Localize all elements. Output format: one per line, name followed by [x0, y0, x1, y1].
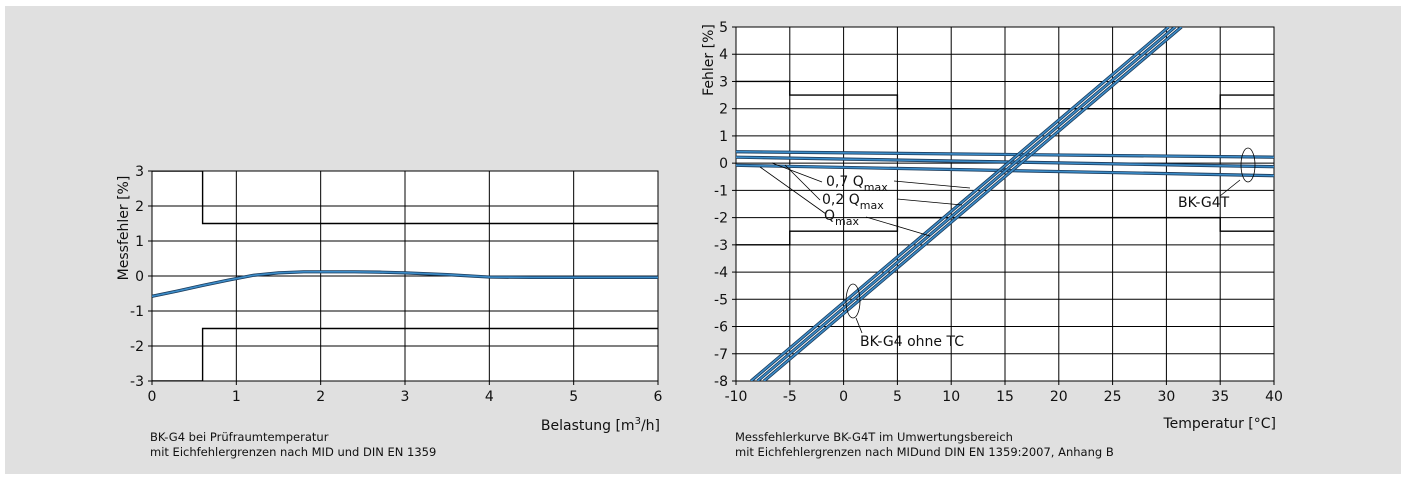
caption-right: Messfehlerkurve BK-G4T im Umwertungsbere… [735, 430, 1114, 460]
y-tick-label: 0 [719, 156, 728, 172]
series-line [757, 27, 1176, 381]
caption-line: mit Eichfehlergrenzen nach MID und DIN E… [150, 445, 437, 459]
leader-line [1219, 179, 1241, 197]
leader-line [759, 166, 827, 215]
caption-line: mit Eichfehlergrenzen nach MIDund DIN EN… [735, 445, 1114, 459]
y-tick-label: -3 [714, 238, 728, 254]
y-tick-label: 4 [719, 47, 728, 63]
leader-line [893, 180, 971, 189]
y-tick-label: -3 [130, 374, 144, 390]
x-tick-label: 5 [893, 389, 902, 405]
plot-border [735, 26, 1275, 382]
series-line [750, 27, 1170, 381]
y-tick-label: 5 [719, 20, 728, 36]
x-tick-label: -10 [725, 389, 748, 405]
annotation-07-qmax: 0,7 Qmax [826, 174, 888, 194]
y-tick-label: -8 [714, 374, 728, 390]
y-tick-label: 3 [135, 164, 144, 180]
y-tick-label: -1 [714, 183, 728, 199]
x-axis-label: Belastung [m3/h] [541, 416, 660, 434]
x-tick-label: 10 [942, 389, 960, 405]
x-axis-label-sup: 3 [635, 416, 641, 427]
annotation-bk-g4-ohne-tc: BK-G4 ohne TC [860, 334, 964, 350]
series-line [736, 156, 1274, 168]
y-axis-label: Messfehler [%] [116, 176, 132, 281]
x-tick-label: 4 [485, 389, 494, 405]
annotation-02-qmax: 0,2 Qmax [822, 192, 884, 212]
x-tick-label: 35 [1211, 389, 1229, 405]
limit-line [736, 80, 1274, 110]
y-tick-label: 2 [719, 102, 728, 118]
caption-left: BK-G4 bei Prüfraumtemperatur mit Eichfeh… [150, 430, 436, 460]
x-axis-label-tail: /h] [641, 418, 660, 434]
leader-line [855, 317, 863, 334]
x-tick-label: 6 [654, 389, 663, 405]
annotation-leaders [759, 147, 1256, 334]
y-tick-label: -1 [130, 304, 144, 320]
x-tick-label: 25 [1104, 389, 1122, 405]
x-tick-label: 30 [1157, 389, 1175, 405]
x-tick-label: 3 [401, 389, 410, 405]
x-tick-label: -5 [783, 389, 797, 405]
leader-line [865, 216, 931, 237]
y-tick-label: -2 [130, 339, 144, 355]
y-tick-label: -2 [714, 211, 728, 227]
y-tick-label: -6 [714, 320, 728, 336]
annotation-qmax: Qmax [824, 208, 859, 228]
x-axis-label: Temperatur [°C] [1162, 416, 1276, 432]
bk-g4t-group-ellipse [1240, 147, 1256, 183]
x-tick-label: 0 [148, 389, 157, 405]
x-tick-label: 2 [316, 389, 325, 405]
y-tick-label: 3 [719, 74, 728, 90]
limit-line [736, 216, 1274, 246]
series-line [763, 27, 1182, 381]
leader-line [771, 162, 823, 183]
y-tick-label: 1 [135, 234, 144, 250]
x-tick-label: 1 [232, 389, 241, 405]
leader-line [896, 198, 963, 206]
bk-g4-group-ellipse [845, 283, 861, 319]
y-tick-label: 2 [135, 199, 144, 215]
annotation-bk-g4t: BK-G4T [1178, 195, 1230, 211]
limit-line [152, 327, 658, 381]
x-tick-label: 20 [1050, 389, 1068, 405]
series-line [152, 270, 658, 298]
x-tick-label: 0 [839, 389, 848, 405]
y-axis-label: Fehler [%] [701, 24, 717, 96]
leader-line [784, 164, 821, 201]
y-tick-label: -4 [714, 265, 728, 281]
x-tick-label: 40 [1265, 389, 1283, 405]
y-tick-label: 0 [135, 269, 144, 285]
caption-line: BK-G4 bei Prüfraumtemperatur [150, 430, 329, 444]
caption-line: Messfehlerkurve BK-G4T im Umwertungsbere… [735, 430, 1013, 444]
chart-left: 0 1 2 3 4 5 6 3 2 1 0 -1 -2 -3 [130, 164, 663, 405]
x-axis-label-main: Belastung [m [541, 418, 635, 434]
limit-line [152, 171, 658, 225]
x-tick-label: 15 [996, 389, 1014, 405]
x-tick-label: 5 [569, 389, 578, 405]
chart-right: -10 -5 0 5 10 15 20 25 30 35 40543210-1-2-3-4-5-6-… [714, 20, 1283, 405]
y-tick-label: -7 [714, 347, 728, 363]
y-tick-label: 1 [719, 129, 728, 145]
y-tick-label: -5 [714, 292, 728, 308]
series-line [736, 150, 1274, 158]
